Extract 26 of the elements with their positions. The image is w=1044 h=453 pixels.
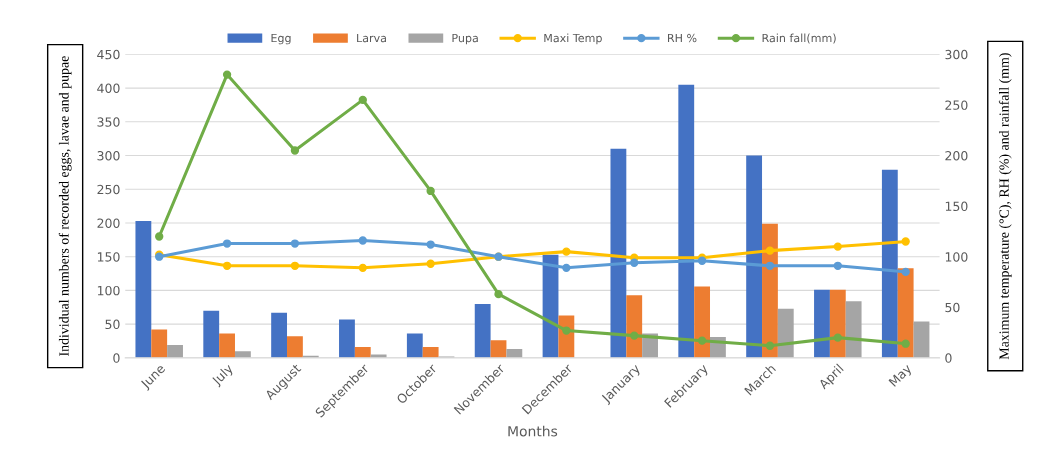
y2-tick-label: 100 bbox=[945, 252, 968, 262]
y2-axis-title: Maximum temperature (°C), RH (%) and rainfall (mm) bbox=[998, 53, 1012, 360]
legend-label: Rain fall(mm) bbox=[762, 33, 836, 44]
y2-tick-label: 150 bbox=[945, 201, 968, 212]
y-tick-label: 150 bbox=[97, 252, 120, 262]
legend-label: Pupa bbox=[452, 33, 478, 45]
legend-label: Egg bbox=[271, 33, 291, 45]
y-axis-title: Individual numbers of recorded eggs, lavae and pupae bbox=[58, 56, 72, 357]
x-axis-title: Months bbox=[508, 425, 558, 437]
y2-tick-label: 250 bbox=[945, 100, 968, 110]
y-tick-label: 300 bbox=[97, 151, 120, 161]
y2-tick-label: 50 bbox=[945, 302, 960, 313]
legend-label: Maxi Temp bbox=[544, 33, 602, 45]
y2-tick-label: 200 bbox=[945, 151, 968, 161]
y-tick-label: 0 bbox=[113, 353, 120, 363]
y-tick-label: 250 bbox=[97, 184, 120, 195]
y-tick-label: 400 bbox=[97, 83, 120, 94]
legend-label: Larva bbox=[357, 33, 386, 43]
y2-tick-label: 300 bbox=[945, 49, 968, 60]
y2-tick-label: 0 bbox=[945, 353, 952, 363]
y-tick-label: 50 bbox=[105, 319, 120, 330]
y-tick-label: 350 bbox=[97, 117, 120, 127]
y-tick-label: 200 bbox=[97, 218, 120, 228]
legend-label: RH % bbox=[668, 33, 697, 43]
y-tick-label: 450 bbox=[97, 49, 120, 60]
y-tick-label: 100 bbox=[97, 285, 120, 296]
